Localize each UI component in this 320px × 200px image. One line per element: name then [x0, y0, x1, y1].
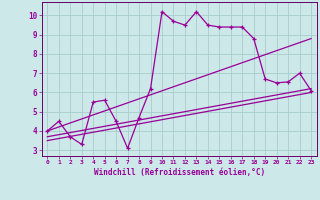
X-axis label: Windchill (Refroidissement éolien,°C): Windchill (Refroidissement éolien,°C): [94, 168, 265, 177]
